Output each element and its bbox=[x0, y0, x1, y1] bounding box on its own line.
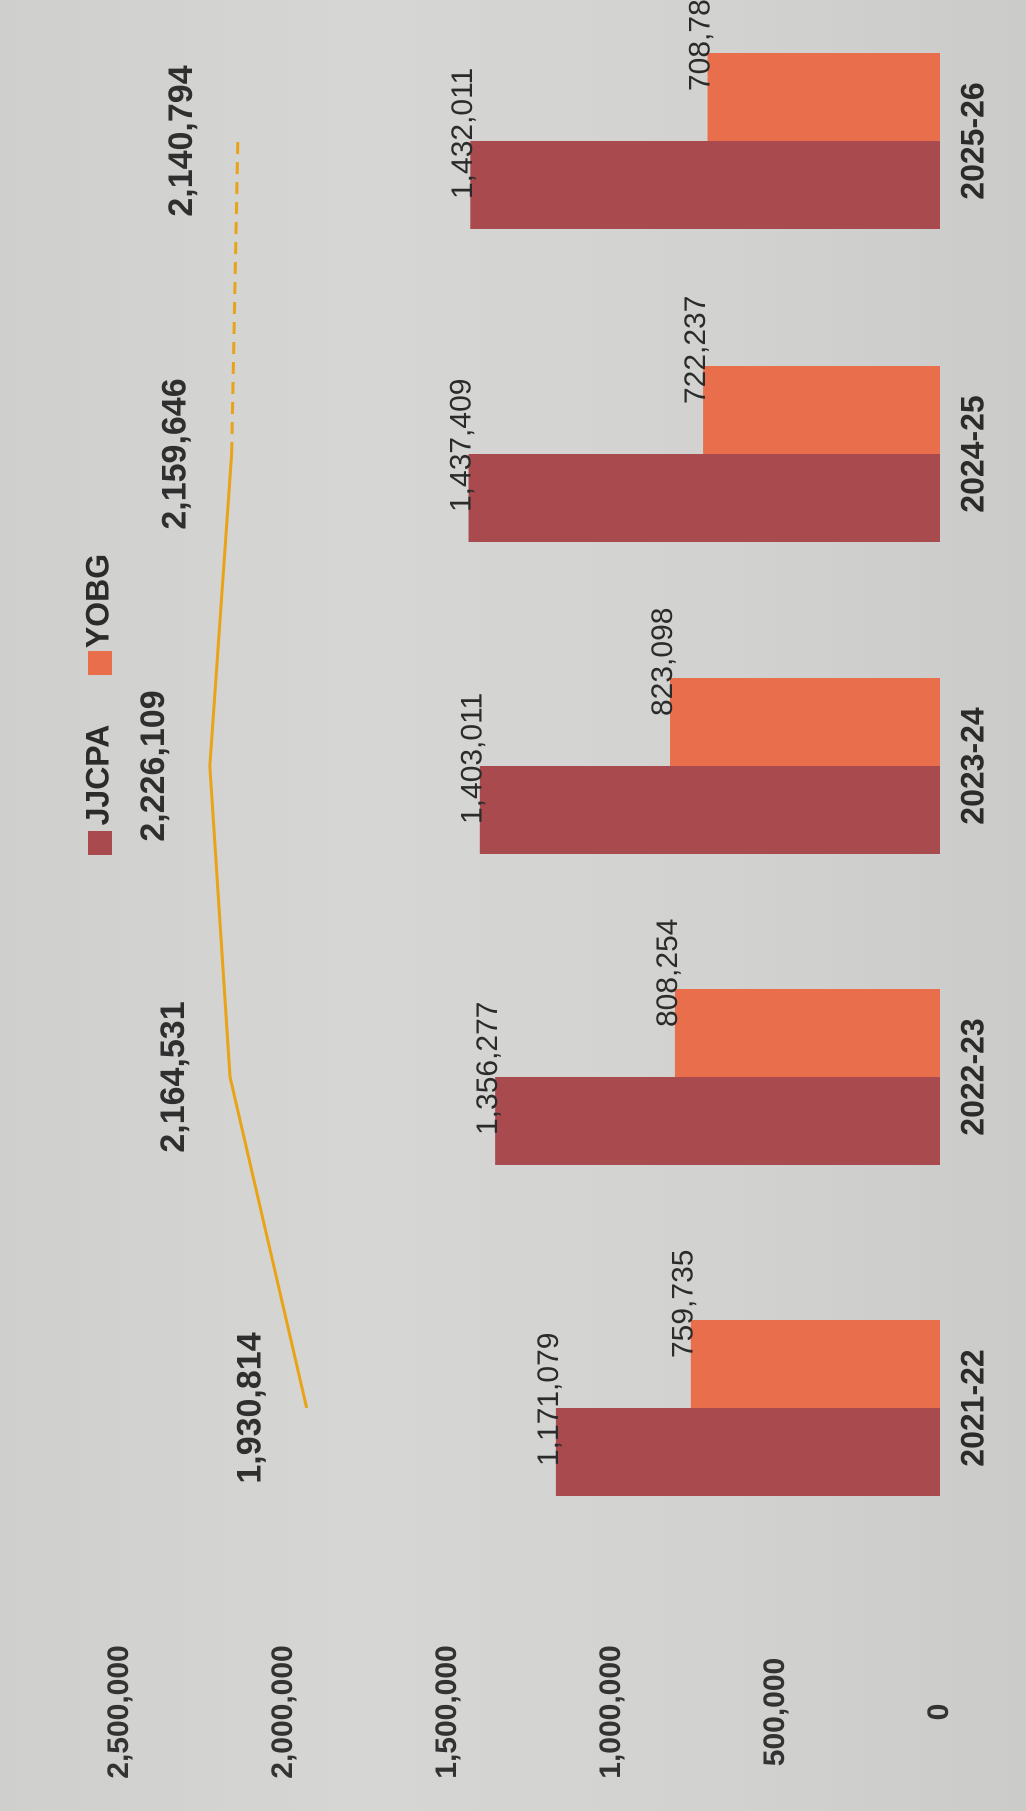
data-label-jjcpa: 1,437,409 bbox=[444, 379, 477, 512]
x-tick-label: 2022-23 bbox=[954, 1018, 990, 1135]
bar-yobg bbox=[674, 989, 940, 1077]
y-tick-label: 1,000,000 bbox=[594, 1645, 627, 1778]
data-label-yobg: 808,254 bbox=[651, 919, 684, 1027]
bar-jjcpa bbox=[479, 766, 940, 854]
data-label-jjcpa: 1,356,277 bbox=[471, 1002, 504, 1135]
data-label-line: 2,226,109 bbox=[134, 690, 172, 841]
data-label-line: 2,159,646 bbox=[156, 378, 194, 529]
data-label-line: 1,930,814 bbox=[231, 1332, 269, 1483]
bar-yobg bbox=[670, 678, 940, 766]
x-tick-label: 2025-26 bbox=[954, 82, 990, 199]
data-label-yobg: 823,098 bbox=[646, 608, 679, 716]
line-segment bbox=[208, 453, 234, 767]
data-label-line: 2,164,531 bbox=[154, 1001, 192, 1152]
legend-label-yobg: YOBG bbox=[79, 554, 115, 648]
data-label-jjcpa: 1,403,011 bbox=[456, 693, 489, 824]
line-segment-dashed bbox=[230, 140, 240, 455]
y-tick-label: 2,000,000 bbox=[266, 1645, 299, 1778]
bar-yobg bbox=[707, 53, 940, 141]
y-tick-label: 2,500,000 bbox=[102, 1645, 135, 1778]
y-tick-label: 1,500,000 bbox=[430, 1645, 463, 1778]
data-label-line: 2,140,794 bbox=[162, 65, 200, 216]
data-label-jjcpa: 1,171,079 bbox=[532, 1333, 565, 1466]
bar-jjcpa bbox=[470, 141, 940, 229]
y-tick-label: 0 bbox=[922, 1704, 955, 1721]
bar-jjcpa bbox=[495, 1077, 940, 1165]
x-tick-label: 2021-22 bbox=[954, 1349, 990, 1466]
y-tick-label: 500,000 bbox=[758, 1658, 791, 1766]
bar-yobg bbox=[690, 1320, 940, 1408]
data-label-yobg: 722,237 bbox=[679, 296, 712, 404]
line-segment bbox=[208, 765, 232, 1078]
bar-jjcpa bbox=[468, 454, 940, 542]
x-tick-label: 2024-25 bbox=[954, 395, 990, 512]
legend-label-jjcpa: JJCPA bbox=[79, 725, 115, 826]
line-segment bbox=[228, 1076, 309, 1409]
bar-jjcpa bbox=[555, 1408, 940, 1496]
legend-swatch-jjcpa bbox=[88, 831, 112, 855]
data-label-yobg: 708,783 bbox=[683, 0, 716, 91]
data-label-yobg: 759,735 bbox=[667, 1250, 700, 1358]
x-tick-label: 2023-24 bbox=[954, 707, 990, 825]
bar-yobg bbox=[703, 366, 940, 454]
data-label-jjcpa: 1,432,011 bbox=[446, 68, 479, 199]
legend-swatch-yobg bbox=[88, 651, 112, 675]
